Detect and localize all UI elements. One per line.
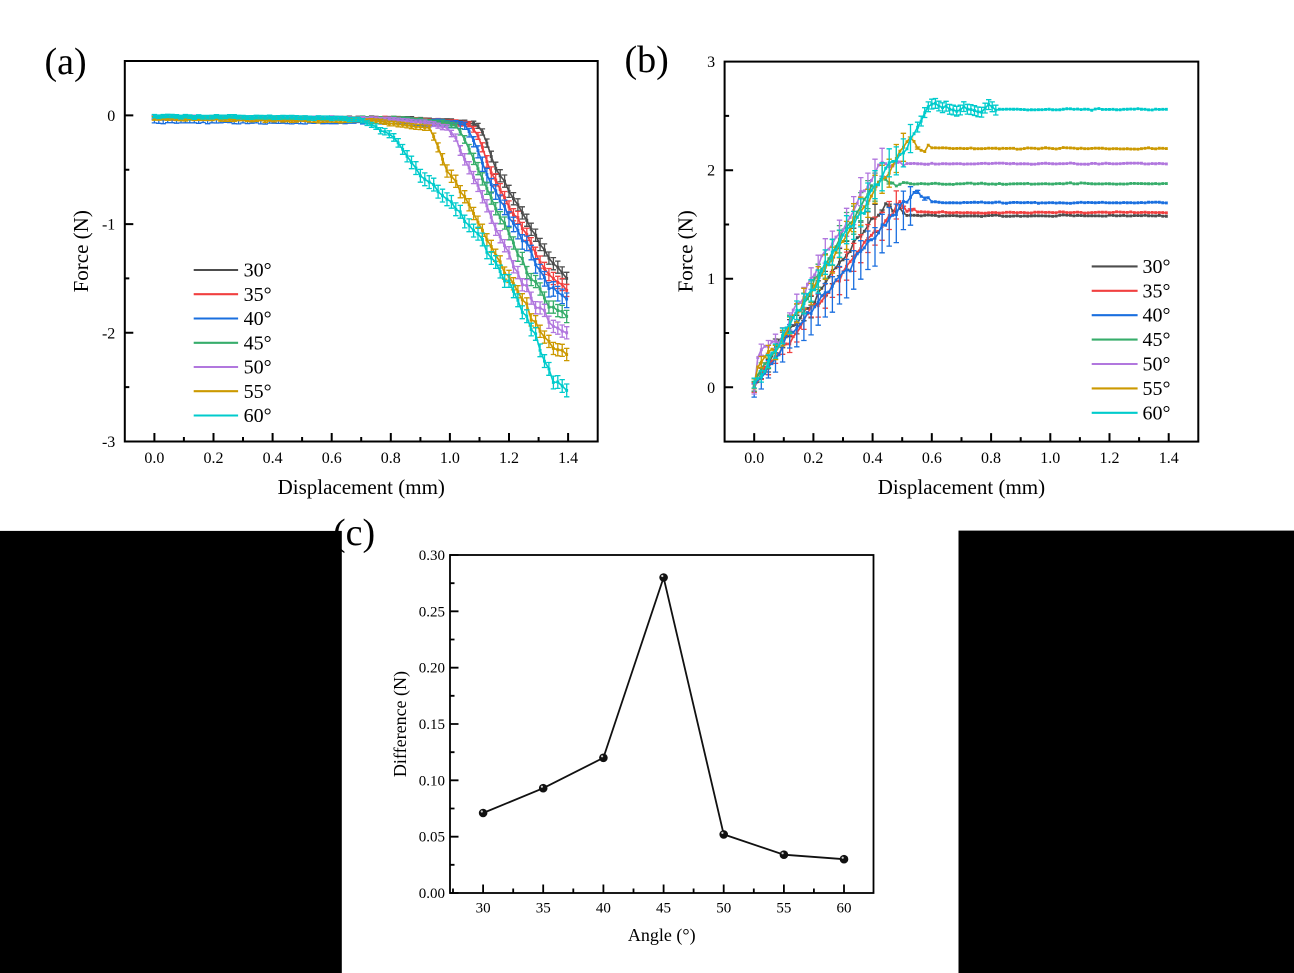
svg-text:35°: 35° [244, 284, 272, 306]
svg-text:0.25: 0.25 [419, 604, 445, 620]
svg-text:60°: 60° [1143, 402, 1171, 424]
svg-text:0.0: 0.0 [144, 450, 164, 467]
svg-text:0.8: 0.8 [981, 450, 1001, 467]
svg-text:30°: 30° [1143, 256, 1171, 278]
svg-text:Displacement (mm): Displacement (mm) [278, 475, 445, 499]
svg-text:(b): (b) [625, 39, 669, 81]
svg-text:55°: 55° [244, 381, 272, 403]
svg-text:-3: -3 [102, 434, 115, 451]
svg-text:0.30: 0.30 [419, 548, 445, 564]
svg-text:0.2: 0.2 [203, 450, 223, 467]
svg-text:1.4: 1.4 [1159, 450, 1179, 467]
svg-text:(a): (a) [45, 41, 87, 83]
svg-text:45°: 45° [1143, 329, 1171, 351]
svg-text:Force (N): Force (N) [674, 210, 698, 292]
svg-text:0.4: 0.4 [263, 450, 283, 467]
svg-text:50: 50 [716, 901, 731, 917]
svg-text:2: 2 [707, 163, 715, 180]
svg-text:0.4: 0.4 [863, 450, 883, 467]
svg-text:1.4: 1.4 [558, 450, 578, 467]
svg-text:35: 35 [536, 901, 551, 917]
svg-text:0: 0 [707, 380, 715, 397]
svg-text:50°: 50° [1143, 354, 1171, 376]
svg-text:60°: 60° [244, 405, 272, 427]
svg-text:0.2: 0.2 [803, 450, 823, 467]
svg-text:Displacement (mm): Displacement (mm) [878, 475, 1045, 499]
svg-text:30°: 30° [244, 260, 272, 282]
svg-text:-2: -2 [102, 325, 115, 342]
svg-text:1.2: 1.2 [1099, 450, 1119, 467]
svg-text:55°: 55° [1143, 378, 1171, 400]
svg-text:0.10: 0.10 [419, 773, 445, 789]
svg-text:30: 30 [476, 901, 491, 917]
svg-text:45°: 45° [244, 332, 272, 354]
svg-text:1.2: 1.2 [499, 450, 519, 467]
svg-text:0.6: 0.6 [322, 450, 342, 467]
svg-text:40: 40 [596, 901, 611, 917]
svg-text:50°: 50° [244, 357, 272, 379]
svg-text:0.6: 0.6 [922, 450, 942, 467]
svg-text:Difference (N): Difference (N) [390, 671, 411, 777]
svg-text:-1: -1 [102, 217, 115, 234]
svg-text:0.00: 0.00 [419, 886, 445, 902]
svg-text:45: 45 [656, 901, 671, 917]
svg-text:40°: 40° [244, 308, 272, 330]
svg-text:Angle (°): Angle (°) [628, 925, 696, 946]
svg-text:0.05: 0.05 [419, 830, 445, 846]
svg-text:1: 1 [707, 271, 715, 288]
svg-text:1.0: 1.0 [1040, 450, 1060, 467]
svg-text:55: 55 [776, 901, 791, 917]
svg-text:0.20: 0.20 [419, 661, 445, 677]
svg-text:0.15: 0.15 [419, 717, 445, 733]
svg-text:0.0: 0.0 [744, 450, 764, 467]
svg-text:35°: 35° [1143, 280, 1171, 302]
svg-text:0: 0 [107, 108, 115, 125]
svg-text:60: 60 [837, 901, 852, 917]
svg-text:Force (N): Force (N) [69, 210, 93, 292]
svg-text:1.0: 1.0 [440, 450, 460, 467]
svg-text:0.8: 0.8 [381, 450, 401, 467]
svg-text:40°: 40° [1143, 305, 1171, 327]
svg-text:3: 3 [707, 54, 715, 71]
